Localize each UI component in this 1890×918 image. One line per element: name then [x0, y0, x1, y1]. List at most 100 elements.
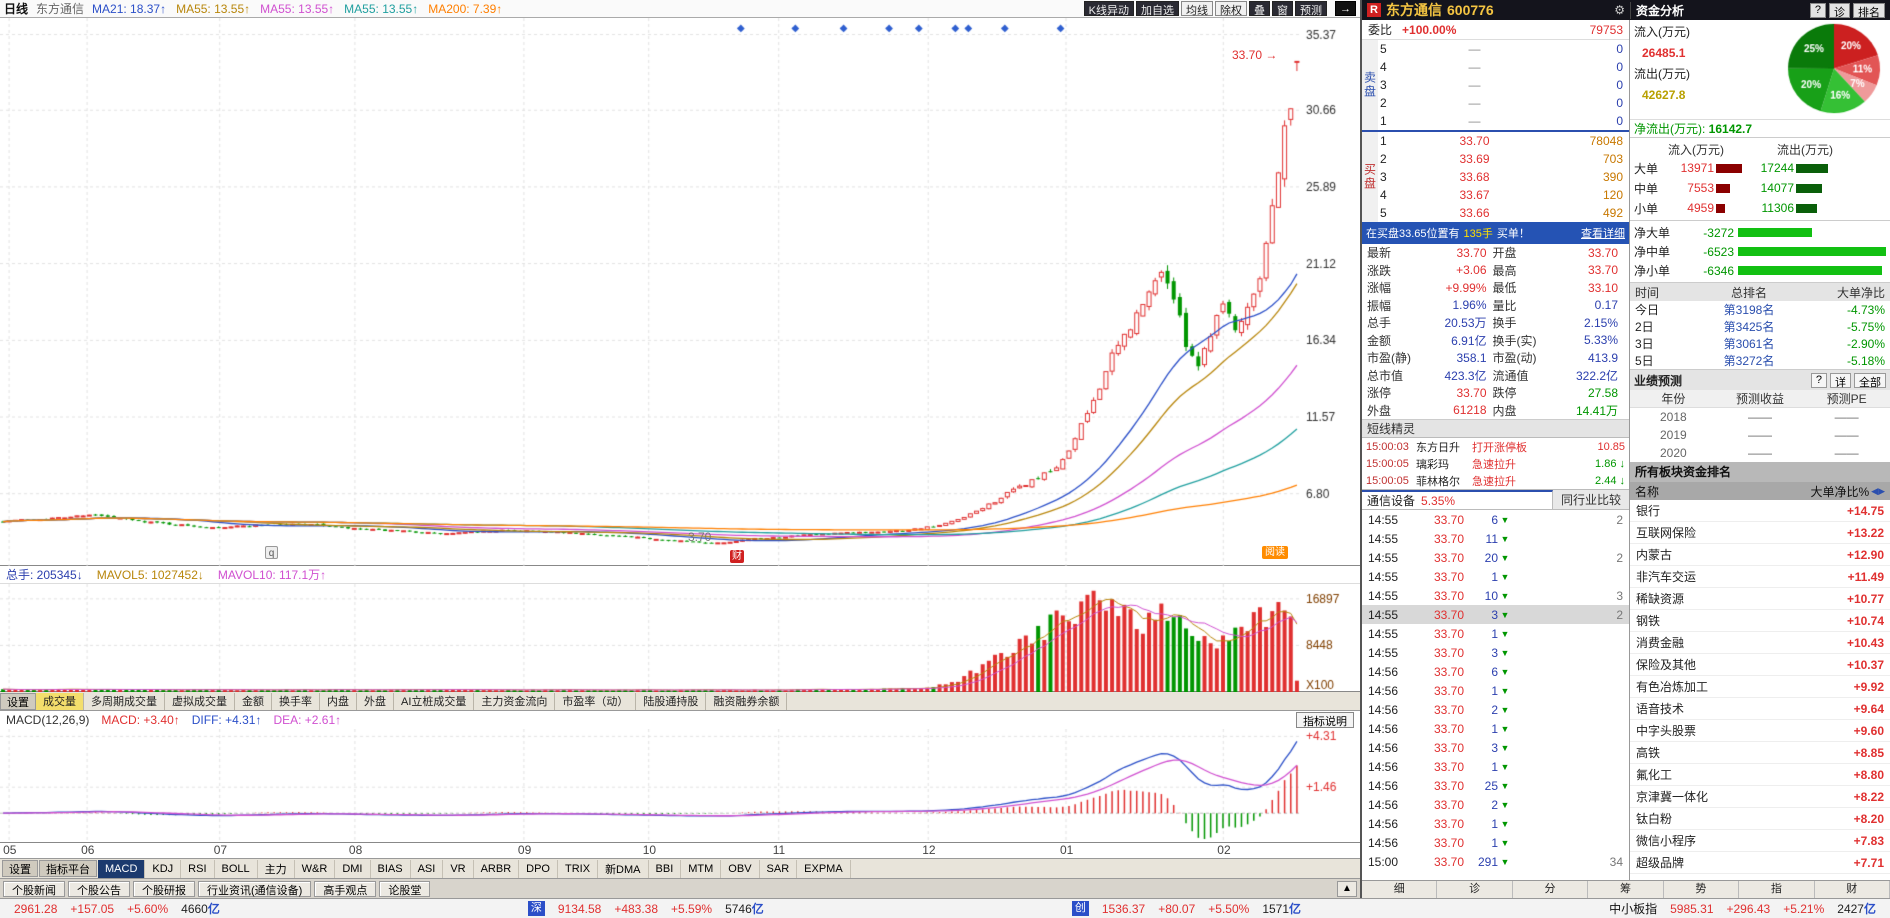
time-sales-row[interactable]: 14:56 33.70 1 ▼: [1362, 814, 1629, 833]
panel-tab[interactable]: 细: [1362, 881, 1438, 898]
indicator-tab[interactable]: 主力: [258, 859, 295, 878]
chart-tool-button[interactable]: K线异动: [1083, 1, 1134, 17]
sell-level-row[interactable]: 4—0: [1380, 60, 1623, 74]
forecast-button[interactable]: 详: [1830, 372, 1851, 389]
time-sales-row[interactable]: 14:56 33.70 1 ▼: [1362, 757, 1629, 776]
industry-compare-tab[interactable]: 同行业比较: [1560, 493, 1621, 507]
indicator-tab[interactable]: BBI: [649, 859, 682, 878]
panel-tab[interactable]: 指: [1739, 881, 1815, 898]
sector-row[interactable]: 保险及其他 +10.37: [1630, 654, 1890, 676]
time-sales-row[interactable]: 15:00 33.70 291 ▼ 34: [1368, 854, 1623, 869]
panel-tab[interactable]: 分: [1512, 881, 1589, 898]
panel-tab[interactable]: 筹: [1588, 881, 1664, 898]
sector-rank-list[interactable]: 银行 +14.75 互联网保险 +13.22 内蒙古 +12.90 非汽车交运 +11.49 稀…: [1630, 500, 1890, 880]
scroll-top-icon[interactable]: ▲: [1337, 880, 1357, 897]
panel-tab[interactable]: 势: [1663, 881, 1740, 898]
index-quote[interactable]: 2961.28 +157.05 +5.60% 4660亿: [14, 900, 220, 917]
volume-tab[interactable]: 成交量: [36, 692, 84, 710]
index-quote[interactable]: 深 9134.58 +483.38 +5.59% 5746亿: [527, 900, 764, 917]
index-quote[interactable]: 创 1536.37 +80.07 +5.50% 1571亿: [1071, 900, 1301, 917]
time-sales-row[interactable]: 14:55 33.70 10 ▼ 3: [1368, 588, 1623, 603]
indicator-tab[interactable]: ARBR: [474, 859, 520, 878]
chart-tool-button[interactable]: 除权: [1215, 1, 1247, 17]
sector-row[interactable]: 高铁 +8.85: [1630, 742, 1890, 764]
indicator-tab[interactable]: MTM: [681, 859, 722, 878]
sector-row[interactable]: 有色冶炼加工 +9.92: [1630, 676, 1890, 698]
volume-settings-button[interactable]: 设置: [0, 692, 36, 710]
sector-row[interactable]: 消费金融 +10.43: [1630, 632, 1890, 654]
time-sales-row[interactable]: 14:55 33.70 1 ▼: [1362, 567, 1629, 586]
forecast-button[interactable]: ?: [1810, 372, 1827, 388]
chart-tool-button[interactable]: 均线: [1181, 1, 1213, 17]
news-tab[interactable]: 个股研报: [133, 880, 195, 897]
buy-level-row[interactable]: 4 33.67 120: [1380, 188, 1623, 202]
indicator-platform-button[interactable]: 指标平台: [39, 860, 97, 877]
indicator-tab[interactable]: TRIX: [558, 859, 599, 878]
sell-level-row[interactable]: 5—0: [1380, 42, 1623, 56]
sector-row[interactable]: 稀缺资源 +10.77: [1630, 588, 1890, 610]
alert-row[interactable]: 15:00:03 东方日升 打开涨停板 10.85: [1366, 440, 1625, 454]
sector-row[interactable]: 钢铁 +10.74: [1630, 610, 1890, 632]
time-sales-row[interactable]: 14:55 33.70 3 ▼ 2: [1362, 605, 1629, 624]
buy-level-row[interactable]: 3 33.68 390: [1380, 170, 1623, 184]
volume-tab[interactable]: 金额: [235, 692, 272, 710]
volume-tab[interactable]: AI立桩成交量: [394, 692, 475, 710]
sector-row[interactable]: 非汽车交运 +11.49: [1630, 566, 1890, 588]
period-label[interactable]: 日线: [4, 2, 29, 16]
volume-tab[interactable]: 换手率: [272, 692, 320, 710]
panel-tab[interactable]: 财: [1814, 881, 1890, 898]
indicator-tab[interactable]: W&R: [295, 859, 336, 878]
industry-tab[interactable]: 通信设备 5.35%: [1362, 490, 1553, 509]
fund-header-button[interactable]: ?: [1809, 2, 1826, 18]
indicator-tab[interactable]: BOLL: [215, 859, 258, 878]
indicator-tab[interactable]: OBV: [721, 859, 760, 878]
sector-row[interactable]: 钛白粉 +8.20: [1630, 808, 1890, 830]
time-sales-row[interactable]: 14:55 33.70 3 ▼: [1362, 643, 1629, 662]
time-sales-row[interactable]: 14:55 33.70 20 ▼ 2: [1368, 550, 1623, 565]
sector-row[interactable]: 微信小程序 +7.83: [1630, 830, 1890, 852]
time-sales-row[interactable]: 14:55 33.70 11 ▼: [1362, 529, 1629, 548]
kline-canvas[interactable]: [0, 18, 1360, 566]
news-tab[interactable]: 行业资讯(通信设备): [198, 880, 312, 897]
sort-icons[interactable]: ◀▶: [1871, 485, 1885, 496]
time-sales-row[interactable]: 14:55 33.70 6 ▼ 2: [1368, 512, 1623, 527]
sector-row[interactable]: 银行 +14.75: [1630, 500, 1890, 522]
time-sales-row[interactable]: 14:56 33.70 2 ▼: [1362, 795, 1629, 814]
indicator-tab[interactable]: DPO: [519, 859, 558, 878]
volume-tab[interactable]: 内盘: [320, 692, 357, 710]
time-sales-row[interactable]: 14:55 33.70 1 ▼: [1362, 624, 1629, 643]
forecast-button[interactable]: 全部: [1854, 372, 1886, 389]
volume-tab[interactable]: 融资融券余额: [706, 692, 788, 710]
read-badge-icon[interactable]: 阅读: [1262, 546, 1288, 559]
indicator-help-button[interactable]: 指标说明: [1296, 712, 1354, 728]
sell-level-row[interactable]: 1—0: [1380, 114, 1623, 128]
sector-row[interactable]: 语音技术 +9.64: [1630, 698, 1890, 720]
indicator-tab[interactable]: KDJ: [145, 859, 182, 878]
indicator-tab[interactable]: RSI: [181, 859, 215, 878]
time-sales-row[interactable]: 14:56 33.70 6 ▼: [1362, 662, 1629, 681]
chart-tool-button[interactable]: 预测: [1295, 1, 1327, 17]
fund-header-button[interactable]: 诊: [1829, 2, 1850, 19]
panel-tab[interactable]: 诊: [1437, 881, 1513, 898]
sell-level-row[interactable]: 2—0: [1380, 96, 1623, 110]
volume-tab[interactable]: 市盈率（动）: [555, 692, 637, 710]
fund-header-button[interactable]: 排名: [1853, 2, 1885, 19]
volume-tab[interactable]: 虚拟成交量: [165, 692, 235, 710]
volume-tab[interactable]: 主力资金流向: [474, 692, 556, 710]
time-sales-list[interactable]: 14:55 33.70 6 ▼ 2 14:55 33.70 11 ▼ 14:55 33.70 20 ▼ 2…: [1362, 510, 1629, 880]
news-tab[interactable]: 论股堂: [379, 880, 431, 897]
macd-canvas[interactable]: [0, 729, 1360, 843]
chart-tool-button[interactable]: 窗: [1272, 1, 1293, 17]
buy-level-row[interactable]: 2 33.69 703: [1380, 152, 1623, 166]
indicator-tab[interactable]: EXPMA: [797, 859, 851, 878]
volume-tab[interactable]: 外盘: [357, 692, 394, 710]
news-tab[interactable]: 个股公告: [68, 880, 130, 897]
indicator-tab[interactable]: MACD: [98, 859, 146, 878]
buy-level-row[interactable]: 1 33.70 78048: [1380, 134, 1623, 148]
time-sales-row[interactable]: 14:56 33.70 3 ▼: [1362, 738, 1629, 757]
time-sales-row[interactable]: 14:56 33.70 25 ▼: [1362, 776, 1629, 795]
gear-icon[interactable]: ⚙: [1614, 3, 1625, 17]
volume-canvas[interactable]: [0, 584, 1360, 692]
volume-tab[interactable]: 多周期成交量: [84, 692, 165, 710]
time-sales-row[interactable]: 14:56 33.70 1 ▼: [1362, 719, 1629, 738]
